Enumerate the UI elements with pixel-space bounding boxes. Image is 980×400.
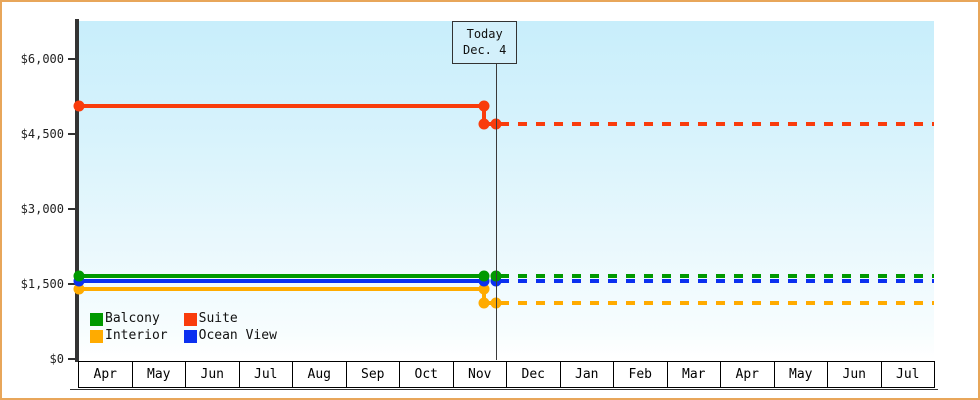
x-axis-month-cell[interactable]: Jan bbox=[560, 361, 614, 388]
series-today-marker-interior bbox=[478, 283, 490, 295]
series-start-marker-interior bbox=[73, 283, 85, 295]
legend-label: Interior bbox=[105, 328, 168, 343]
legend-entry-interior[interactable]: Interior bbox=[90, 329, 168, 343]
today-callout: Today Dec. 4 bbox=[452, 21, 518, 64]
series-line-solid-balcony bbox=[78, 273, 486, 278]
legend-swatch-icon bbox=[90, 329, 103, 343]
x-axis-month-cell[interactable]: Jul bbox=[239, 361, 293, 388]
series-start-marker-suite bbox=[73, 100, 85, 112]
x-axis-month-cell[interactable]: Jun bbox=[828, 361, 882, 388]
y-axis-tick bbox=[68, 57, 76, 60]
x-axis-month-cell[interactable]: Apr bbox=[79, 361, 133, 388]
x-axis-month-cell[interactable]: Sep bbox=[346, 361, 400, 388]
legend-label: Ocean View bbox=[198, 328, 277, 343]
today-callout-line2: Dec. 4 bbox=[463, 43, 507, 57]
legend-entry-suite[interactable]: Suite bbox=[183, 311, 277, 326]
legend-swatch-icon bbox=[90, 312, 103, 326]
x-axis-month-cell[interactable]: Dec bbox=[507, 361, 561, 388]
x-axis-baseline bbox=[70, 389, 938, 390]
series-line-dashed-interior bbox=[500, 300, 934, 305]
chart-legend: Balcony Suite Interior Ocean View bbox=[90, 312, 277, 343]
y-axis-tick bbox=[68, 282, 76, 285]
series-step-marker-interior bbox=[478, 297, 490, 309]
series-line-solid-suite bbox=[78, 104, 486, 109]
y-axis-tick bbox=[68, 132, 76, 135]
y-axis-tick-label: $1,500 bbox=[20, 276, 64, 291]
x-axis-month-cell[interactable]: May bbox=[774, 361, 828, 388]
x-axis-month-cell[interactable]: Apr bbox=[721, 361, 775, 388]
series-line-solid-interior bbox=[78, 286, 486, 291]
x-axis-month-strip: Apr May Jun Jul Aug Sep Oct Nov Dec Jan Feb Mar Apr M… bbox=[78, 361, 935, 388]
series-today-marker-balcony bbox=[478, 270, 490, 282]
y-axis-line bbox=[75, 19, 79, 362]
legend-label: Suite bbox=[198, 311, 238, 326]
series-line-dashed-suite bbox=[500, 121, 934, 126]
series-line-solid-ocean-view bbox=[78, 278, 486, 283]
series-line-dashed-ocean-view bbox=[500, 278, 934, 283]
legend-entry-balcony[interactable]: Balcony bbox=[90, 312, 168, 326]
series-line-step-suite bbox=[482, 121, 498, 126]
series-step-connector-suite bbox=[482, 106, 486, 124]
y-axis-tick-label: $0 bbox=[49, 352, 64, 366]
series-step-marker-suite bbox=[478, 118, 490, 130]
x-axis-month-cell[interactable]: May bbox=[132, 361, 186, 388]
y-axis-tick-label: $3,000 bbox=[20, 201, 64, 216]
series-start-marker-balcony bbox=[73, 270, 85, 282]
x-axis-month-cell[interactable]: Jun bbox=[186, 361, 240, 388]
legend-swatch-icon bbox=[183, 329, 197, 343]
y-axis-tick-label: $4,500 bbox=[20, 126, 64, 141]
y-axis-tick-label: $6,000 bbox=[20, 51, 64, 66]
x-axis-month-cell[interactable]: Oct bbox=[400, 361, 454, 388]
x-axis-month-cell[interactable]: Aug bbox=[293, 361, 347, 388]
series-today-marker-suite bbox=[478, 100, 490, 112]
plot-area bbox=[78, 21, 934, 359]
legend-label: Balcony bbox=[105, 311, 160, 326]
x-axis-month-cell[interactable]: Jul bbox=[881, 361, 935, 388]
today-vertical-line bbox=[496, 21, 497, 360]
y-axis-tick bbox=[68, 358, 76, 360]
y-axis-tick bbox=[68, 207, 76, 210]
today-callout-line1: Today bbox=[466, 27, 503, 41]
series-line-step-interior bbox=[482, 300, 498, 305]
series-step-connector-interior bbox=[482, 288, 486, 303]
legend-swatch-icon bbox=[183, 312, 197, 326]
legend-entry-ocean-view[interactable]: Ocean View bbox=[183, 328, 277, 343]
x-axis-month-cell[interactable]: Feb bbox=[614, 361, 668, 388]
series-line-dashed-balcony bbox=[500, 273, 934, 278]
x-axis-month-cell[interactable]: Mar bbox=[667, 361, 721, 388]
x-axis-month-cell[interactable]: Nov bbox=[453, 361, 507, 388]
